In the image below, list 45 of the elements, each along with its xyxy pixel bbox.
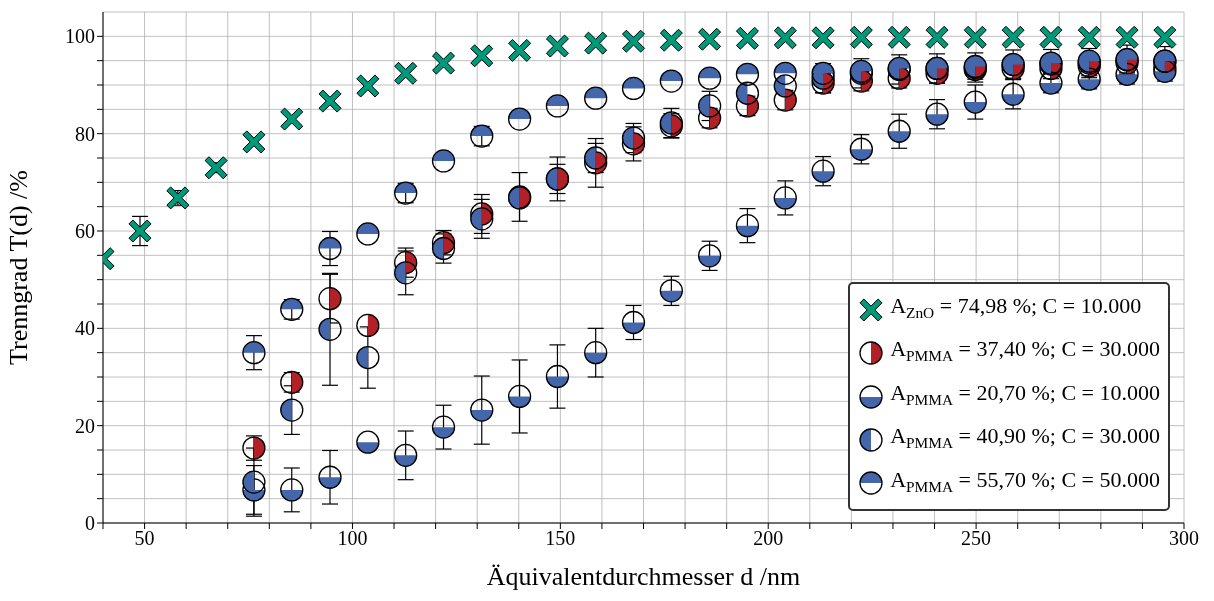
x-tick-label: 100 (337, 527, 368, 550)
x-tick-label: 200 (753, 527, 784, 550)
point (811, 26, 835, 50)
point (584, 31, 608, 55)
point (204, 156, 228, 180)
legend-label: A$_{PMMA}$ = 20,70 %; C = 10.000 (890, 379, 1160, 409)
legend-label: A$_{ZnO}$ = 74,98 %; C = 10.000 (890, 293, 1142, 322)
point (925, 25, 949, 49)
point (1153, 25, 1177, 49)
point (887, 25, 911, 49)
legend-label: A$_{PMMA}$ = 55,70 %; C = 50.000 (890, 466, 1160, 495)
y-tick-label: 100 (65, 25, 95, 48)
point (773, 26, 797, 50)
point (1039, 25, 1063, 49)
point (356, 74, 380, 98)
y-axis-title: Trenngrad T(d) /% (4, 170, 34, 365)
point (1001, 25, 1025, 49)
point (849, 25, 873, 49)
point (1077, 25, 1101, 49)
point (508, 38, 532, 62)
point (963, 25, 987, 49)
legend-label: A$_{PMMA}$ = 37,40 %; C = 30.000 (890, 336, 1160, 365)
point (735, 26, 759, 50)
point (698, 27, 722, 51)
point (545, 34, 569, 58)
x-tick-label: 250 (961, 527, 992, 550)
point (470, 44, 494, 68)
point (242, 130, 266, 154)
x-tick-label: 300 (1169, 527, 1199, 550)
point (432, 51, 456, 75)
x-axis-title: Äquivalentdurchmesser d /nm (486, 562, 801, 591)
y-tick-label: 60 (75, 220, 95, 243)
y-tick-label: 0 (85, 512, 95, 535)
point (622, 29, 646, 53)
legend-label: A$_{PMMA}$ = 40,90 %; C = 30.000 (890, 423, 1160, 452)
y-tick-label: 80 (75, 122, 95, 145)
point (394, 61, 418, 85)
x-tick-label: 150 (545, 527, 576, 550)
x-tick-label: 50 (134, 527, 155, 550)
point (280, 107, 304, 131)
y-tick-label: 20 (75, 414, 95, 437)
point (318, 89, 342, 113)
point (1115, 25, 1139, 49)
point (659, 28, 683, 52)
y-tick-label: 40 (75, 317, 95, 340)
